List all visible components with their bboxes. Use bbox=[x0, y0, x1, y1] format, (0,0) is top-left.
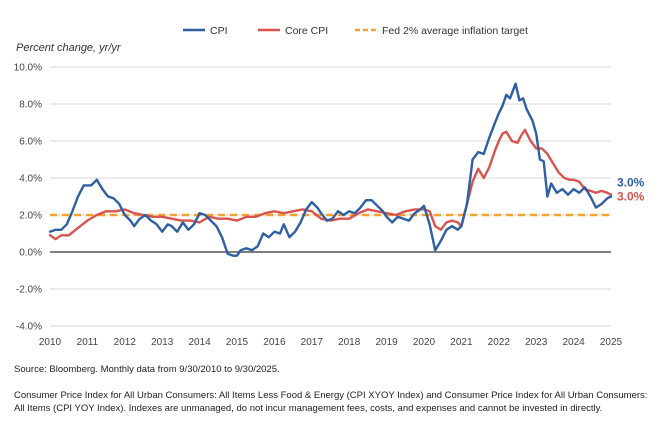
x-tick-label: 2010 bbox=[39, 337, 62, 348]
series-line-cpi bbox=[48, 82, 613, 257]
y-tick-label: 0.0% bbox=[19, 248, 42, 259]
x-tick-label: 2015 bbox=[226, 337, 249, 348]
x-tick-label: 2012 bbox=[114, 337, 137, 348]
legend-label: Core CPI bbox=[285, 25, 328, 37]
y-tick-label: -2.0% bbox=[16, 285, 42, 296]
legend-item-core-cpi: Core CPI bbox=[258, 25, 328, 37]
x-tick-label: 2019 bbox=[375, 337, 398, 348]
y-tick-label: 2.0% bbox=[19, 211, 42, 222]
series-line-core-cpi bbox=[48, 128, 613, 241]
legend-label: Fed 2% average inflation target bbox=[382, 25, 528, 37]
legend-item-fed-target: Fed 2% average inflation target bbox=[355, 25, 528, 37]
y-tick-label: 6.0% bbox=[19, 137, 42, 148]
x-tick-label: 2016 bbox=[263, 337, 286, 348]
x-tick-label: 2018 bbox=[338, 337, 361, 348]
x-tick-label: 2013 bbox=[151, 337, 174, 348]
series-lines bbox=[48, 82, 613, 257]
source-note: Source: Bloomberg. Monthly data from 9/3… bbox=[14, 364, 280, 375]
x-tick-label: 2017 bbox=[301, 337, 324, 348]
y-axis-ticks: 10.0% 8.0% 6.0% 4.0% 2.0% 0.0% -2.0% -4.0% bbox=[14, 63, 42, 333]
x-tick-label: 2014 bbox=[188, 337, 211, 348]
y-tick-label: 4.0% bbox=[19, 174, 42, 185]
x-tick-label: 2022 bbox=[488, 337, 511, 348]
cpi-end-label: 3.0% bbox=[617, 176, 645, 190]
x-tick-label: 2011 bbox=[77, 337, 99, 348]
footnote: Consumer Price Index for All Urban Consu… bbox=[14, 390, 648, 414]
x-tick-label: 2023 bbox=[525, 337, 548, 348]
x-tick-label: 2024 bbox=[562, 337, 585, 348]
y-tick-label: 8.0% bbox=[19, 100, 42, 111]
grid-lines bbox=[50, 66, 611, 327]
legend-label: CPI bbox=[210, 25, 228, 37]
legend-item-cpi: CPI bbox=[183, 25, 228, 37]
x-tick-label: 2021 bbox=[450, 337, 473, 348]
y-axis-label: Percent change, yr/yr bbox=[16, 42, 122, 54]
end-labels: 3.0%3.0% bbox=[617, 176, 645, 204]
core-cpi-end-label: 3.0% bbox=[617, 190, 645, 204]
y-tick-label: 10.0% bbox=[14, 63, 42, 74]
x-axis-ticks: 2010 2011 2012 2013 2014 2015 2016 2017 2018 2019… bbox=[39, 337, 623, 348]
y-tick-label: -4.0% bbox=[16, 322, 42, 333]
inflation-chart: CPI Core CPI Fed 2% average inflation targ… bbox=[14, 25, 645, 348]
x-tick-label: 2025 bbox=[600, 337, 623, 348]
x-tick-label: 2020 bbox=[413, 337, 436, 348]
chart-legend: CPI Core CPI Fed 2% average inflation targ… bbox=[183, 25, 528, 37]
